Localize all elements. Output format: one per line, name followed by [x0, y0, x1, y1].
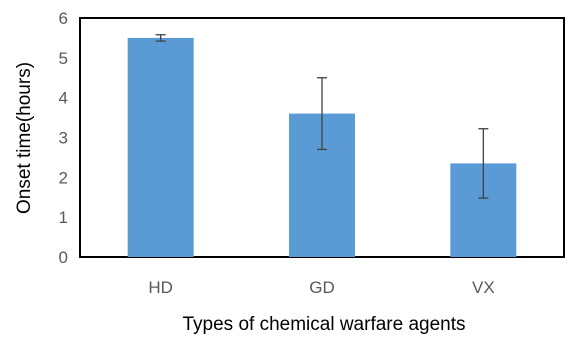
y-tick-label: 4 — [59, 89, 68, 108]
y-tick-label: 1 — [59, 208, 68, 227]
error-bars — [155, 34, 489, 199]
x-tick-label-hd: HD — [148, 278, 173, 297]
y-tick-label: 0 — [59, 248, 68, 267]
bar-hd — [127, 37, 194, 257]
x-tick-label-vx: VX — [472, 278, 495, 297]
y-tick-label: 5 — [59, 49, 68, 68]
y-axis-ticks: 0 1 2 3 4 5 6 — [59, 9, 68, 267]
y-tick-label: 3 — [59, 129, 68, 148]
y-tick-label: 2 — [59, 168, 68, 187]
y-axis-title: Onset time(hours) — [14, 62, 35, 214]
y-tick-label: 6 — [59, 9, 68, 28]
x-tick-label-gd: GD — [309, 278, 335, 297]
x-axis-title: Types of chemical warfare agents — [182, 314, 465, 335]
x-axis-ticks: HD GD VX — [148, 278, 494, 297]
